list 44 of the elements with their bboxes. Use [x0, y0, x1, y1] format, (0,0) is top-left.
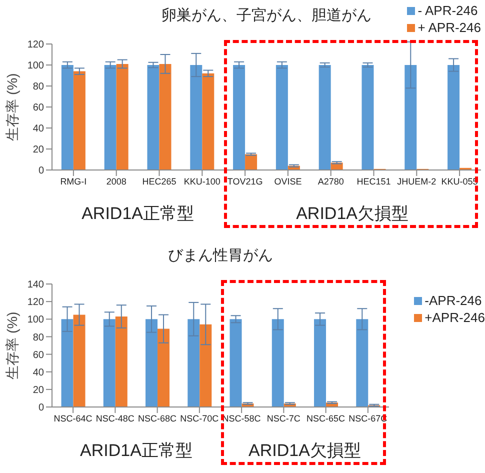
chart-title: 卵巣がん、子宮がん、胆道がん	[162, 7, 372, 24]
x-tick-label: NSC-65C	[306, 413, 346, 424]
x-tick-label: NSC-70C	[180, 413, 220, 424]
y-tick-label: 100	[27, 314, 44, 326]
y-tick-label: 40	[32, 124, 44, 135]
y-tick-label: 20	[32, 384, 44, 396]
y-tick-label: 120	[27, 297, 44, 308]
y-axis-title: 生存率 (%)	[4, 312, 20, 380]
y-tick-label: 100	[27, 60, 44, 72]
x-tick-label: NSC-58C	[222, 413, 262, 424]
x-tick-label: 2008	[106, 176, 126, 186]
y-tick-label: 80	[32, 332, 44, 344]
y-tick-label: 140	[27, 280, 44, 291]
x-tick-label: NSC-48C	[96, 413, 135, 424]
x-tick-label: A2780	[318, 176, 344, 186]
y-tick-label: 120	[27, 40, 44, 51]
legend-label: +APR-246	[424, 309, 485, 326]
x-tick-label: NSC-67C	[348, 413, 388, 424]
legend-label: + APR-246	[418, 19, 481, 36]
y-tick-label: 60	[32, 350, 44, 361]
x-tick-label: KKU-100	[184, 176, 220, 186]
x-tick-label: OVISE	[274, 176, 302, 186]
y-tick-label: 20	[32, 144, 44, 156]
text: ARID1A欠損型	[248, 440, 362, 462]
x-tick-label: NSC-7C	[266, 413, 301, 424]
y-tick-label: 60	[32, 102, 44, 114]
legend-label: -APR-246	[424, 292, 482, 309]
x-tick-label: NSC-68C	[138, 413, 178, 424]
y-tick-label: 0	[38, 166, 44, 177]
legend-label: - APR-246	[418, 2, 478, 19]
x-tick-label: RMG-I	[60, 176, 87, 186]
x-tick-label: JHUEM-2	[397, 176, 436, 186]
y-tick-label: 0	[38, 402, 44, 414]
y-axis-title: 生存率 (%)	[4, 73, 20, 141]
text: ARID1A正常型	[80, 203, 195, 225]
text: ARID1A正常型	[79, 440, 194, 462]
x-tick-label: TOV21G	[227, 176, 263, 186]
y-tick-label: 80	[32, 82, 44, 93]
text: ARID1A欠損型	[295, 203, 410, 225]
x-tick-label: NSC-64C	[54, 413, 93, 424]
y-tick-label: 40	[32, 367, 44, 378]
x-tick-label: HEC265	[142, 176, 176, 186]
x-tick-label: HEC151	[356, 176, 391, 186]
chart-title: びまん性胃がん	[167, 246, 274, 265]
